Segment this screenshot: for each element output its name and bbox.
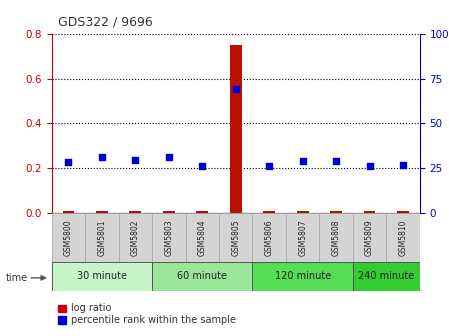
Point — [299, 159, 306, 164]
Point — [266, 163, 273, 168]
FancyBboxPatch shape — [52, 213, 85, 262]
FancyBboxPatch shape — [252, 213, 286, 262]
Text: GSM5805: GSM5805 — [231, 219, 240, 256]
Point — [198, 163, 206, 168]
Point — [400, 163, 407, 168]
Text: 60 minute: 60 minute — [177, 271, 227, 281]
Text: GSM5808: GSM5808 — [332, 219, 341, 256]
Text: GSM5810: GSM5810 — [399, 219, 408, 256]
Text: GSM5807: GSM5807 — [298, 219, 307, 256]
Text: GSM5801: GSM5801 — [97, 219, 106, 256]
FancyBboxPatch shape — [152, 262, 252, 291]
Text: time: time — [6, 273, 28, 283]
Bar — [330, 211, 342, 213]
FancyBboxPatch shape — [319, 213, 353, 262]
Bar — [129, 211, 141, 213]
Bar — [263, 211, 275, 213]
Text: GDS322 / 9696: GDS322 / 9696 — [58, 15, 153, 28]
Bar — [364, 211, 375, 213]
Text: 240 minute: 240 minute — [358, 271, 414, 281]
Text: percentile rank within the sample: percentile rank within the sample — [71, 315, 236, 325]
Text: GSM5803: GSM5803 — [164, 219, 173, 256]
FancyBboxPatch shape — [85, 213, 119, 262]
Point — [165, 154, 172, 159]
FancyBboxPatch shape — [52, 262, 152, 291]
Text: 30 minute: 30 minute — [77, 271, 127, 281]
FancyBboxPatch shape — [152, 213, 185, 262]
Bar — [163, 211, 175, 213]
Point — [232, 87, 239, 92]
Point — [65, 160, 72, 165]
FancyBboxPatch shape — [353, 262, 420, 291]
Text: GSM5804: GSM5804 — [198, 219, 207, 256]
Point — [333, 159, 340, 164]
Text: GSM5809: GSM5809 — [365, 219, 374, 256]
Bar — [62, 211, 74, 213]
Bar — [230, 45, 242, 213]
Point — [132, 158, 139, 163]
FancyBboxPatch shape — [353, 213, 386, 262]
Text: GSM5802: GSM5802 — [131, 219, 140, 256]
Bar — [196, 211, 208, 213]
Text: log ratio: log ratio — [71, 303, 111, 313]
FancyBboxPatch shape — [219, 213, 252, 262]
FancyBboxPatch shape — [286, 213, 319, 262]
FancyBboxPatch shape — [119, 213, 152, 262]
Text: 120 minute: 120 minute — [274, 271, 331, 281]
FancyBboxPatch shape — [386, 213, 420, 262]
Text: GSM5806: GSM5806 — [265, 219, 274, 256]
Point — [366, 163, 373, 168]
FancyBboxPatch shape — [185, 213, 219, 262]
Bar — [397, 211, 409, 213]
Text: GSM5800: GSM5800 — [64, 219, 73, 256]
Bar — [297, 211, 308, 213]
Point — [98, 154, 106, 159]
FancyBboxPatch shape — [252, 262, 353, 291]
Bar — [96, 211, 108, 213]
